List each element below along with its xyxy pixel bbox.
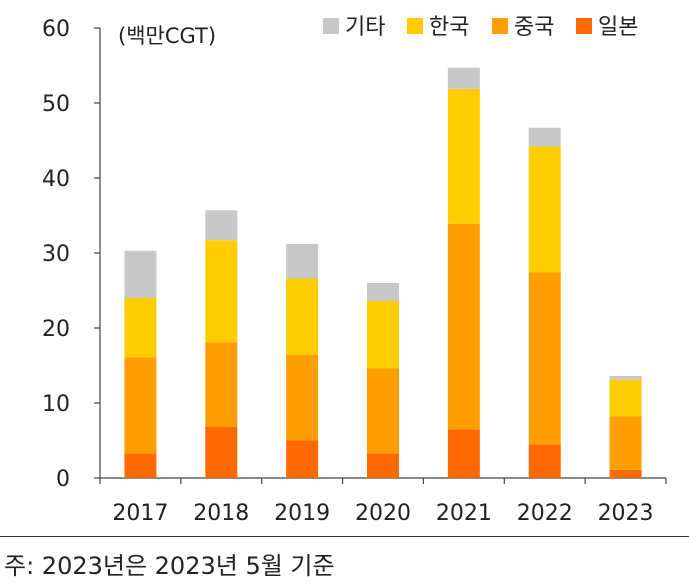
bar-segment — [447, 67, 480, 89]
legend-swatch — [407, 18, 423, 34]
bar-segment — [124, 298, 157, 358]
bar-segment — [609, 469, 642, 478]
bar-segment — [205, 427, 238, 478]
y-tick-label: 40 — [42, 167, 70, 192]
bar-segment — [528, 444, 561, 478]
x-tick-label: 2017 — [112, 501, 168, 526]
bar-segment — [205, 342, 238, 427]
bar-segment — [528, 127, 561, 147]
bar-segment — [286, 440, 319, 478]
y-axis-unit-label: (백만CGT) — [118, 24, 216, 48]
legend-label: 기타 — [345, 15, 385, 40]
bar-segment — [124, 453, 157, 478]
x-tick-label: 2022 — [517, 501, 573, 526]
bar-segment — [367, 368, 399, 454]
x-tick-label: 2023 — [598, 501, 654, 526]
legend-swatch — [323, 18, 339, 34]
bar-segment — [367, 301, 399, 369]
chart-legend: 기타 한국 중국 일본 — [323, 15, 638, 40]
legend-label: 중국 — [514, 15, 554, 40]
x-tick-label: 2019 — [274, 501, 330, 526]
bar-segment — [205, 240, 238, 343]
y-tick-label: 0 — [56, 467, 70, 492]
bar-segment — [205, 210, 238, 241]
chart-bars — [124, 67, 642, 478]
legend-label: 한국 — [429, 15, 469, 40]
bar-segment — [124, 250, 157, 298]
y-tick-label: 60 — [42, 17, 70, 42]
y-tick-label: 30 — [42, 242, 70, 267]
x-tick-label: 2020 — [355, 501, 411, 526]
bar-segment — [447, 223, 480, 430]
bar-segment — [286, 278, 319, 355]
legend-swatch — [576, 18, 592, 34]
x-tick-label: 2018 — [193, 501, 249, 526]
bar-segment — [447, 429, 480, 478]
legend-swatch — [492, 18, 508, 34]
y-tick-label: 50 — [42, 92, 70, 117]
bar-segment — [124, 357, 157, 454]
bar-segment — [286, 244, 319, 279]
bar-segment — [609, 416, 642, 470]
bar-segment — [609, 379, 642, 417]
legend-label: 일본 — [598, 15, 638, 40]
bar-segment — [367, 283, 399, 301]
bar-segment — [367, 453, 399, 478]
x-tick-label: 2021 — [436, 501, 492, 526]
bar-segment — [286, 355, 319, 441]
bar-segment — [528, 272, 561, 445]
footnote: 주: 2023년은 2023년 5월 기준 — [4, 552, 335, 580]
bar-segment — [528, 146, 561, 273]
y-tick-label: 10 — [42, 392, 70, 417]
y-tick-label: 20 — [42, 317, 70, 342]
chart-axes: 0 10 20 30 40 50 60 2017 2018 2019 2020 2021 2022 202… — [42, 17, 667, 526]
bar-segment — [447, 88, 480, 224]
bar-segment — [609, 376, 642, 380]
footnote-divider — [0, 536, 689, 537]
